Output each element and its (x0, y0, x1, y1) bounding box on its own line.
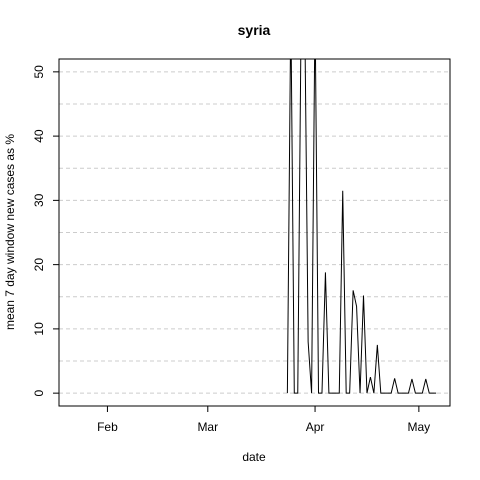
y-tick-label: 50 (32, 65, 46, 79)
grid-lines (59, 71, 450, 394)
x-tick-label: Mar (197, 420, 218, 434)
y-tick-label: 30 (32, 193, 46, 207)
y-tick-label: 40 (32, 129, 46, 143)
y-tick-label: 20 (32, 258, 46, 272)
series-line (286, 59, 437, 394)
y-axis-label: mean 7 day window new cases as % (3, 134, 17, 330)
y-tick-label: 0 (32, 389, 46, 396)
chart-title: syria (238, 22, 271, 38)
x-tick-label: Apr (306, 420, 325, 434)
x-tick-label: Feb (97, 420, 118, 434)
x-axis-label: date (242, 450, 266, 464)
x-tick-label: May (408, 420, 431, 434)
y-axis: 0 10 20 30 40 50 (32, 65, 59, 396)
y-tick-label: 10 (32, 322, 46, 336)
series-layer (286, 59, 437, 394)
plot-frame (58, 58, 451, 407)
x-axis: Feb Mar Apr May (97, 406, 430, 434)
